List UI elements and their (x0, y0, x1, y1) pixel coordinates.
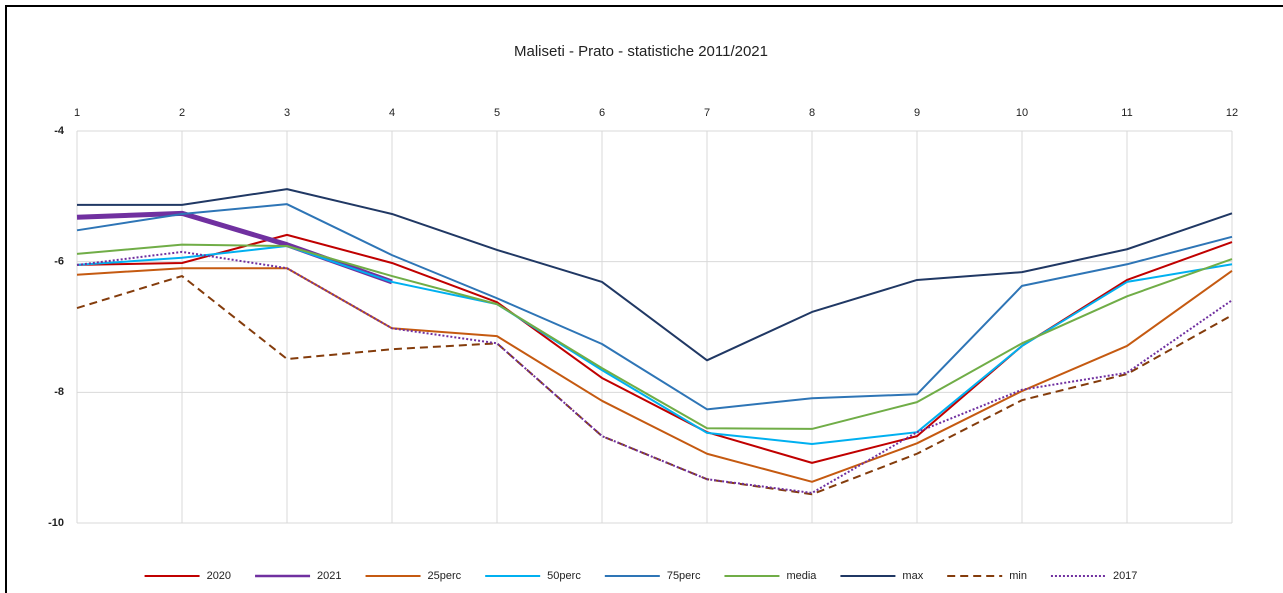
line-series (76, 243, 1233, 430)
x-tick-label: 9 (914, 107, 920, 119)
y-tick-label: -10 (48, 517, 64, 529)
legend-label: min (1009, 570, 1027, 582)
chart-title: Maliseti - Prato - statistiche 2011/2021 (514, 43, 768, 60)
x-tick-label: 11 (1121, 107, 1132, 119)
legend-label: max (902, 570, 923, 582)
legend-label: 2021 (317, 570, 341, 582)
y-tick-label: -4 (54, 125, 65, 137)
legend-label: 75perc (667, 570, 701, 582)
chart-frame (5, 5, 1283, 593)
line-series (76, 203, 1233, 411)
legend-label: 2017 (1113, 570, 1137, 582)
legend-label: media (786, 570, 817, 582)
y-tick-label: -6 (54, 256, 64, 268)
legend-label: 2020 (207, 570, 231, 582)
x-tick-label: 4 (389, 107, 395, 119)
x-tick-label: 10 (1016, 107, 1028, 119)
x-tick-label: 2 (179, 107, 185, 119)
x-tick-label: 12 (1226, 107, 1238, 119)
x-tick-label: 8 (809, 107, 815, 119)
x-tick-label: 7 (704, 107, 710, 119)
legend-label: 25perc (428, 570, 462, 582)
y-tick-label: -8 (54, 386, 64, 398)
line-series (76, 267, 1233, 483)
legend-label: 50perc (547, 570, 581, 582)
x-tick-label: 6 (599, 107, 605, 119)
line-series (77, 188, 1233, 362)
x-tick-label: 5 (494, 107, 500, 119)
line-series (76, 275, 1233, 496)
legend: 2020 2021 25perc 50perc 75perc media max min 201… (144, 570, 1137, 582)
x-tick-label: 3 (284, 107, 290, 119)
x-tick-label: 1 (74, 107, 80, 119)
